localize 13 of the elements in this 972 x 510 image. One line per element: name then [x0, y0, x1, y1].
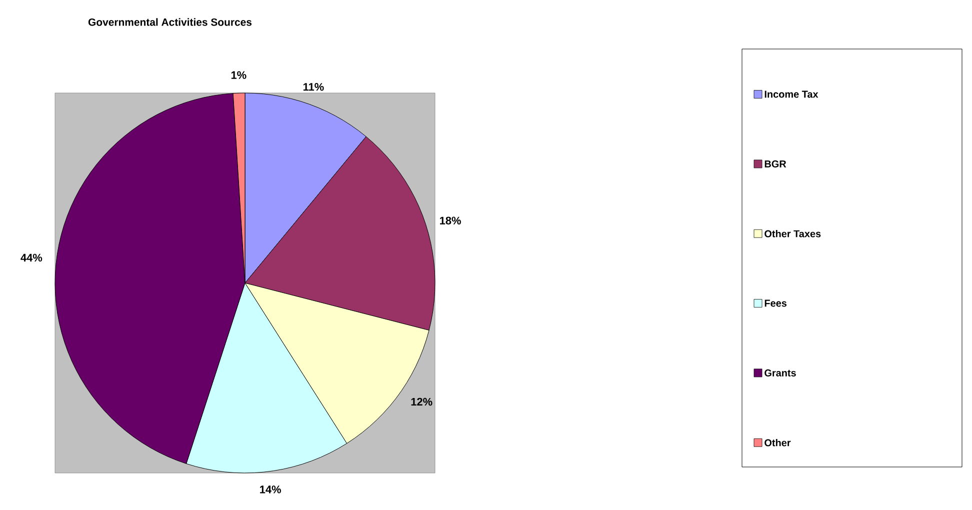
legend-label: Income Tax [764, 90, 818, 98]
data-label: 1% [231, 71, 246, 79]
data-label: 18% [440, 216, 461, 224]
data-label: 44% [20, 254, 42, 262]
legend-label: Fees [764, 300, 787, 307]
chart-title: Governmental Activities Sources [88, 18, 252, 26]
legend-label: Other Taxes [764, 230, 821, 238]
data-label: 14% [260, 486, 281, 494]
data-label: 11% [303, 83, 324, 91]
legend-label: Other [764, 438, 791, 446]
legend-label: BGR [764, 160, 786, 168]
legend-label: Grants [764, 369, 796, 376]
data-label: 12% [411, 398, 432, 406]
